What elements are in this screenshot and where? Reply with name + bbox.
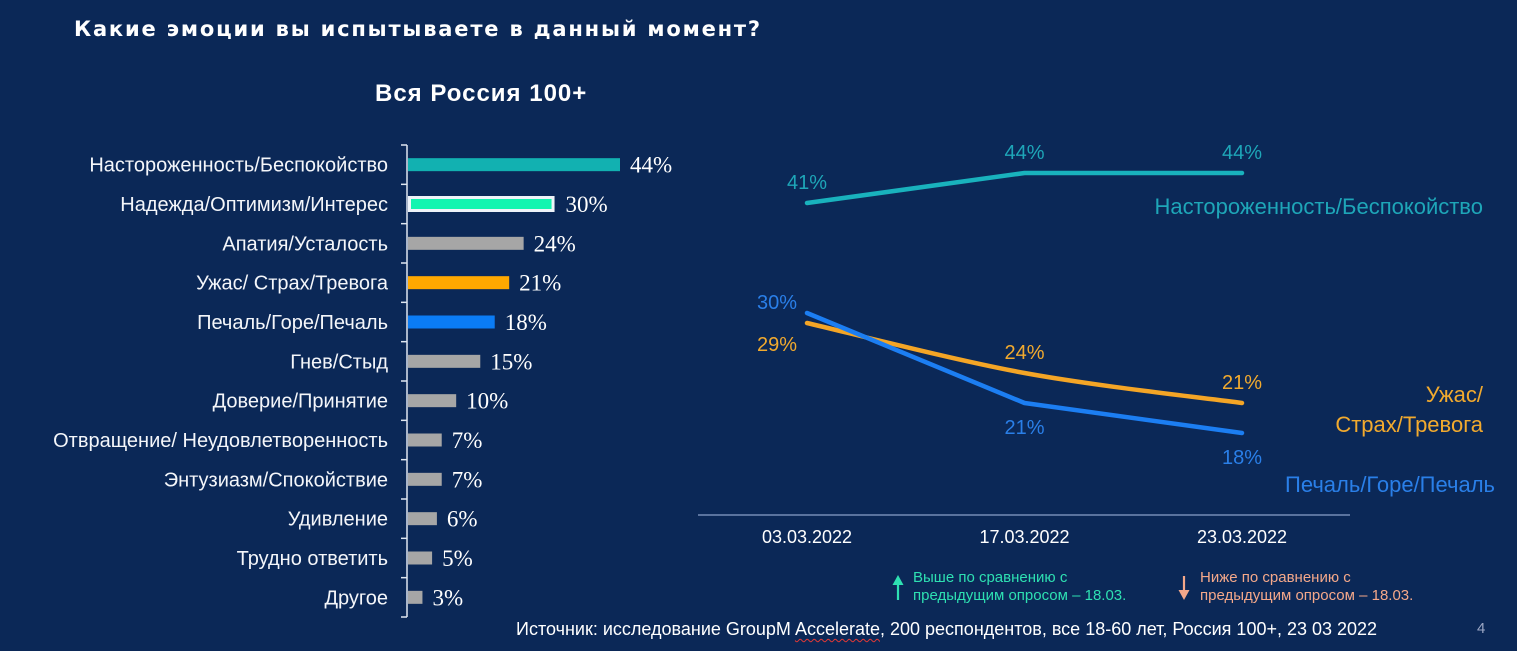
bar <box>408 158 620 172</box>
bar <box>408 196 555 212</box>
data-label: 24% <box>1004 342 1044 364</box>
bar <box>408 236 524 250</box>
value-label: 3% <box>432 585 463 610</box>
series-name-fear-line1: Ужас/ <box>1426 382 1484 407</box>
category-label: Доверие/Принятие <box>213 391 388 413</box>
value-label: 10% <box>466 389 508 414</box>
series-name-sadness: Печаль/Горе/Печаль <box>1285 472 1495 497</box>
category-label: Апатия/Усталость <box>222 233 388 255</box>
value-label: 44% <box>630 153 672 178</box>
category-label: Трудно ответить <box>237 548 388 570</box>
category-label: Удивление <box>288 509 388 531</box>
x-tick-label: 23.03.2022 <box>1197 527 1287 547</box>
category-label: Настороженность/Беспокойство <box>89 155 388 177</box>
legend-lower-line2: предыдущим опросом – 18.03. <box>1200 587 1413 604</box>
source-note: Источник: исследование GroupM Accelerate… <box>516 619 1377 640</box>
data-label: 29% <box>757 334 797 356</box>
series-name-fear-line2: Страх/Тревога <box>1335 412 1483 437</box>
source-text-prefix: Источник: исследование GroupM <box>516 619 795 639</box>
bar-chart-title: Вся Россия 100+ <box>375 80 588 107</box>
series-line <box>804 310 1245 436</box>
category-label: Гнев/Стыд <box>290 351 388 373</box>
slide-title: Какие эмоции вы испытываете в данный мом… <box>74 17 762 41</box>
bar <box>408 276 510 290</box>
data-label: 30% <box>757 292 797 314</box>
page-number: 4 <box>1477 620 1486 637</box>
legend-higher-line1: Выше по сравнению с <box>913 569 1068 586</box>
legend-higher-line2: предыдущим опросом – 18.03. <box>913 587 1126 604</box>
series-name-anxiety: Настороженность/Беспокойство <box>1154 194 1483 219</box>
legend-lower-line1: Ниже по сравнению с <box>1200 569 1351 586</box>
legend-lower: Ниже по сравнению с предыдущим опросом –… <box>1178 569 1413 604</box>
bar <box>408 433 442 447</box>
category-label: Отвращение/ Неудовлетворенность <box>53 430 388 452</box>
line-chart: 03.03.2022 17.03.2022 23.03.2022 41% 44% 44% 2… <box>698 142 1350 547</box>
source-text-spellcheck-word: Accelerate <box>794 619 880 639</box>
arrow-down-icon <box>1178 576 1190 600</box>
data-label: 18% <box>1222 447 1262 469</box>
value-label: 18% <box>505 310 547 335</box>
value-label: 7% <box>452 428 483 453</box>
series-name-labels: Настороженность/Беспокойство Ужас/ Страх… <box>1154 194 1495 497</box>
x-tick-label: 17.03.2022 <box>979 527 1069 547</box>
legend-higher: Выше по сравнению с предыдущим опросом –… <box>892 569 1126 604</box>
value-label: 24% <box>534 231 576 256</box>
category-label: Ужас/ Страх/Тревога <box>196 273 389 295</box>
bar <box>408 590 423 604</box>
category-label: Другое <box>324 587 388 609</box>
value-label: 6% <box>447 507 478 532</box>
data-label: 44% <box>1004 142 1044 164</box>
value-label: 21% <box>519 271 561 296</box>
arrow-up-icon <box>892 575 904 600</box>
data-label: 21% <box>1004 417 1044 439</box>
bar <box>408 472 442 486</box>
category-label: Надежда/Оптимизм/Интерес <box>120 194 388 216</box>
bar <box>408 512 437 526</box>
category-label: Печаль/Горе/Печаль <box>197 312 388 334</box>
bar <box>408 394 457 408</box>
data-label: 44% <box>1222 142 1262 164</box>
series-line <box>804 170 1245 206</box>
value-label: 5% <box>442 546 473 571</box>
data-label: 41% <box>787 172 827 194</box>
x-tick-label: 03.03.2022 <box>762 527 852 547</box>
source-text-suffix: , 200 респондентов, все 18-60 лет, Росси… <box>880 619 1378 639</box>
value-label: 7% <box>452 467 483 492</box>
data-label: 21% <box>1222 372 1262 394</box>
value-label: 30% <box>566 192 608 217</box>
value-label: 15% <box>490 349 532 374</box>
bar <box>408 354 481 368</box>
bar-chart: Настороженность/Беспокойство 44% Надежда/О… <box>53 144 672 618</box>
bar <box>408 315 495 329</box>
bar <box>408 551 433 565</box>
category-label: Энтузиазм/Спокойствие <box>164 469 388 491</box>
